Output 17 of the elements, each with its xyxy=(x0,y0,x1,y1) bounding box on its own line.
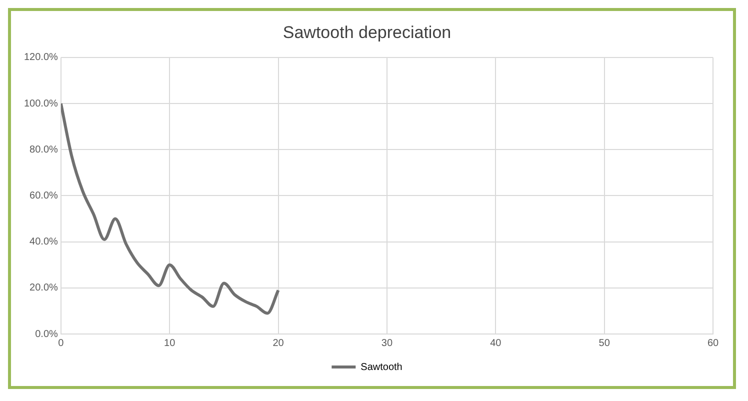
x-tick-label: 30 xyxy=(381,338,393,349)
x-tick-label: 40 xyxy=(490,338,502,349)
x-tick-label: 20 xyxy=(272,338,284,349)
line-series xyxy=(60,102,280,315)
x-tick-label: 60 xyxy=(707,338,719,349)
legend-label: Sawtooth xyxy=(360,362,402,373)
x-tick-label: 0 xyxy=(58,338,64,349)
y-tick-label: 40.0% xyxy=(30,236,58,248)
x-tick-label: 50 xyxy=(598,338,610,349)
chart-title: Sawtooth depreciation xyxy=(282,22,452,42)
y-tick-label: 0.0% xyxy=(35,328,58,340)
x-tick-label: 10 xyxy=(164,338,176,349)
y-tick-label: 80.0% xyxy=(30,144,58,156)
y-tick-label: 60.0% xyxy=(30,190,58,202)
y-tick-label: 120.0% xyxy=(24,52,58,64)
y-tick-label: 20.0% xyxy=(30,282,58,294)
y-tick-label: 100.0% xyxy=(24,98,58,110)
